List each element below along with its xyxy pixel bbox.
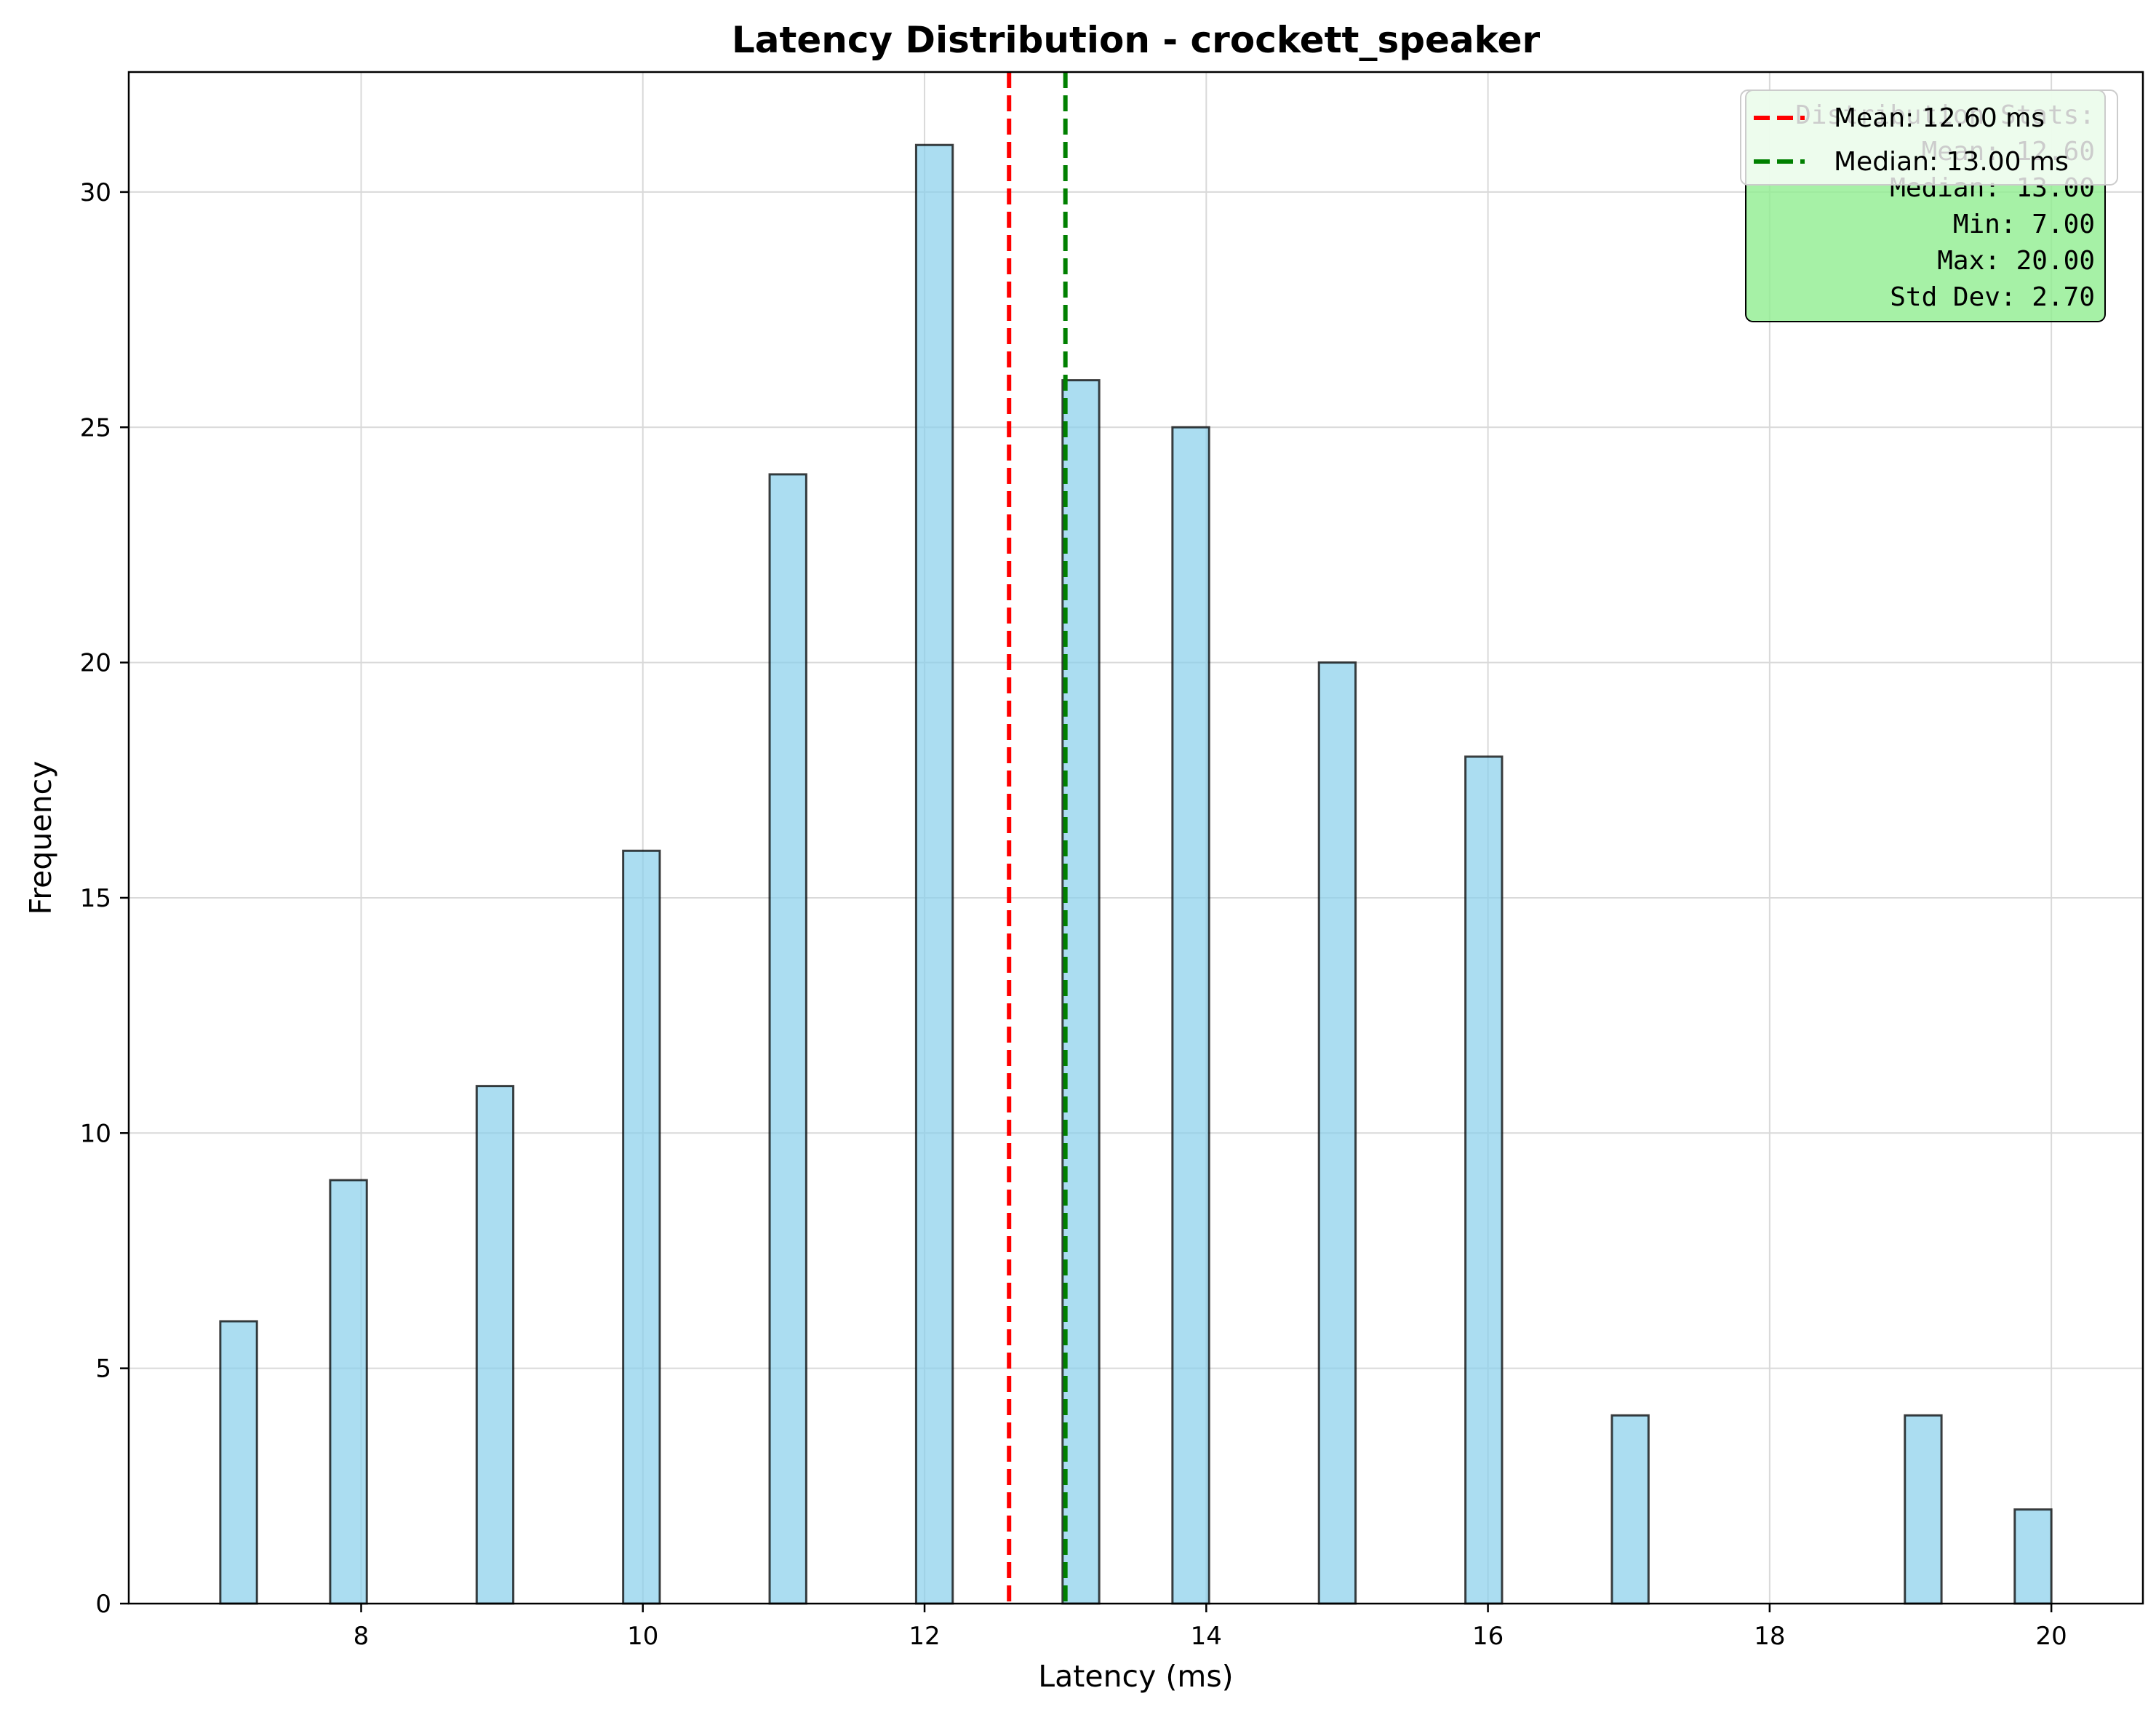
x-axis-label: Latency (ms)	[1038, 1659, 1233, 1694]
x-tick-label: 8	[354, 1622, 370, 1651]
y-tick-label: 0	[95, 1590, 111, 1619]
y-tick-label: 5	[95, 1355, 111, 1384]
x-tick-label: 20	[2036, 1622, 2067, 1651]
y-tick-label: 20	[80, 649, 111, 678]
y-tick-label: 30	[80, 178, 111, 207]
y-tick-label: 15	[80, 884, 111, 913]
y-axis-label: Frequency	[23, 761, 58, 915]
legend: Mean: 12.60 ms Median: 13.00 ms	[1740, 89, 2118, 186]
legend-box	[1740, 89, 2118, 186]
stats-line: Max: 20.00	[1937, 246, 2095, 276]
x-tick-label: 10	[627, 1622, 658, 1651]
histogram-bar	[329, 1179, 368, 1605]
plot-frame	[127, 71, 2144, 1605]
bars	[219, 143, 2053, 1605]
legend-label: Mean: 12.60 ms	[1834, 103, 2045, 133]
chart-title: Latency Distribution - crockett_speaker	[732, 19, 1541, 61]
x-tick-label: 18	[1754, 1622, 1785, 1651]
histogram-bar	[475, 1085, 515, 1605]
y-tick-label: 25	[80, 413, 111, 442]
histogram-bar	[219, 1320, 258, 1605]
histogram-bar	[1904, 1414, 1943, 1605]
histogram-bar	[2013, 1508, 2053, 1605]
histogram-bar	[1610, 1414, 1650, 1605]
reference-lines	[1007, 72, 1068, 1604]
y-tick-label: 10	[80, 1119, 111, 1148]
x-tick-label: 12	[909, 1622, 940, 1651]
histogram-bar	[1061, 379, 1101, 1605]
histogram-bar	[1464, 755, 1504, 1605]
x-axis-ticks: 8 10 12 14 16 18 20	[354, 1604, 2067, 1651]
legend-label: Median: 13.00 ms	[1834, 147, 2069, 177]
histogram-bar	[1317, 661, 1357, 1605]
y-axis-ticks: 0 5 10 15 20 25 30	[80, 178, 129, 1619]
histogram-bar	[1171, 426, 1210, 1605]
x-tick-label: 14	[1191, 1622, 1222, 1651]
stats-line: Std Dev: 2.70	[1890, 282, 2095, 312]
histogram-bar	[768, 473, 807, 1605]
x-tick-label: 16	[1472, 1622, 1504, 1651]
histogram-bar	[914, 143, 954, 1605]
stats-line: Min: 7.00	[1953, 210, 2095, 239]
histogram-bar	[622, 849, 661, 1605]
